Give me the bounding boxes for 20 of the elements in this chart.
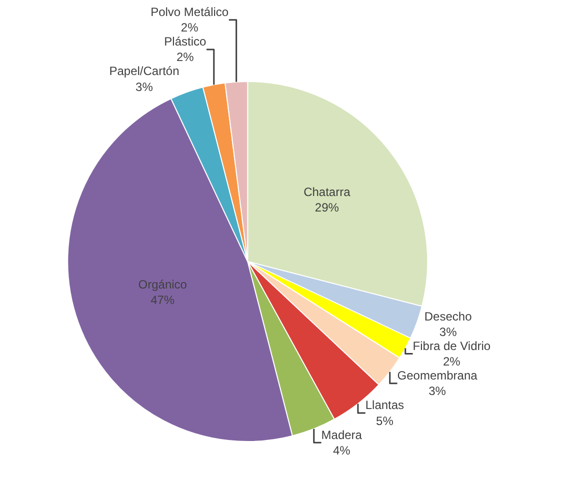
slice-label: Fibra de Vidrio [412, 338, 491, 353]
slice-label: Polvo Metálico [150, 5, 229, 20]
slice-label: Plástico [164, 34, 206, 49]
slice-label: Orgánico [138, 277, 188, 292]
slice-label: Chatarra [304, 185, 351, 200]
data-label: 2% [176, 50, 194, 64]
slice-label: Desecho [424, 309, 472, 324]
data-label: 2% [180, 20, 199, 35]
data-label: 5% [376, 414, 394, 428]
data-label: 29% [314, 200, 340, 215]
data-label: 3% [439, 324, 458, 339]
slice-label: Geomembrana [397, 368, 478, 383]
slice-label: Llantas [365, 398, 404, 412]
data-label: 4% [332, 443, 351, 458]
data-label: 47% [150, 292, 175, 307]
slice-label: Papel/Cartón [109, 64, 180, 78]
data-label: 2% [443, 354, 461, 369]
data-label: 3% [428, 384, 446, 398]
slice-label: Madera [321, 428, 362, 442]
data-label: 3% [136, 80, 154, 94]
